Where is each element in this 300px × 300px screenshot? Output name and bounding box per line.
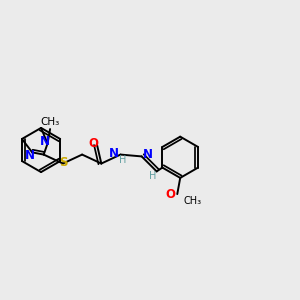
Text: N: N (143, 148, 153, 161)
Text: S: S (59, 156, 68, 169)
Text: N: N (40, 135, 50, 148)
Text: N: N (109, 147, 119, 160)
Text: O: O (166, 188, 176, 202)
Text: CH₃: CH₃ (40, 117, 60, 127)
Text: CH₃: CH₃ (184, 196, 202, 206)
Text: O: O (88, 137, 98, 150)
Text: H: H (149, 171, 156, 181)
Text: H: H (119, 155, 127, 165)
Text: N: N (25, 149, 35, 162)
